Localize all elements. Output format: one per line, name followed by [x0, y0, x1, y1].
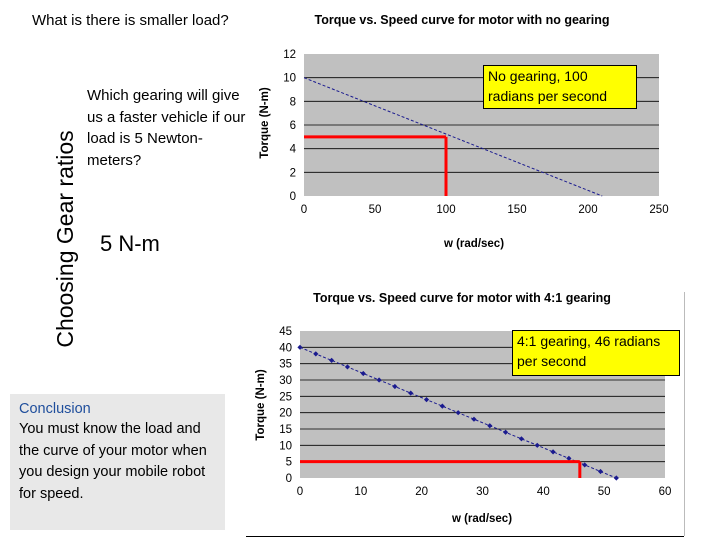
x-tick-label: 0	[301, 204, 307, 216]
gear-question: Which gearing will give us a faster vehi…	[87, 87, 246, 169]
y-tick-label: 10	[283, 73, 296, 85]
data-point	[376, 377, 382, 383]
conclusion-title: Conclusion	[19, 401, 91, 417]
y-axis-label: Torque (N-m)	[255, 369, 267, 441]
y-tick-label: 30	[279, 375, 292, 387]
data-point	[487, 423, 493, 429]
y-tick-label: 40	[279, 342, 292, 354]
chart-title: Torque vs. Speed curve for motor with 4:…	[313, 291, 611, 305]
y-tick-label: 35	[279, 359, 292, 371]
data-point	[613, 475, 619, 481]
y-axis-label: Torque (N-m)	[259, 87, 271, 159]
data-point	[518, 436, 525, 442]
y-tick-label: 12	[283, 49, 296, 61]
x-tick-label: 150	[507, 204, 526, 216]
top-question: What is there is smaller load?	[32, 12, 229, 29]
conclusion-text: You must know the load and the curve of …	[19, 421, 207, 502]
x-tick-label: 40	[537, 486, 550, 498]
y-tick-label: 2	[290, 167, 296, 179]
callout-no-gearing: No gearing, 100 radians per second	[483, 65, 637, 109]
y-tick-label: 25	[279, 391, 292, 403]
x-axis-label: w (rad/sec)	[443, 238, 504, 250]
data-point	[503, 429, 509, 435]
answer-text: 5 N-m	[100, 231, 160, 256]
data-point	[471, 416, 477, 422]
conclusion-box	[10, 394, 225, 530]
x-tick-label: 10	[354, 486, 367, 498]
series-line	[303, 77, 603, 197]
data-point	[582, 462, 588, 468]
data-point	[550, 449, 556, 455]
chart-no-gearing: Torque vs. Speed curve for motor with no…	[259, 13, 669, 250]
y-tick-label: 45	[279, 326, 292, 338]
data-point	[566, 455, 572, 461]
y-tick-label: 5	[286, 457, 292, 469]
data-point	[597, 468, 604, 475]
y-tick-label: 20	[279, 408, 292, 420]
data-point	[297, 344, 303, 350]
callout-4to1-gearing: 4:1 gearing, 46 radians per second	[512, 330, 680, 376]
x-tick-label: 0	[297, 486, 303, 498]
slide-title: Choosing Gear ratios	[52, 130, 78, 348]
x-tick-label: 50	[369, 204, 382, 216]
y-tick-label: 0	[290, 191, 296, 203]
y-tick-label: 4	[290, 144, 297, 156]
y-tick-label: 8	[290, 96, 296, 108]
x-tick-label: 30	[476, 486, 489, 498]
x-tick-label: 200	[578, 204, 597, 216]
divider	[684, 292, 685, 536]
y-tick-label: 15	[279, 424, 292, 436]
x-tick-label: 60	[659, 486, 672, 498]
y-tick-label: 6	[290, 120, 296, 132]
x-tick-label: 50	[598, 486, 611, 498]
chart-title: Torque vs. Speed curve for motor with no…	[315, 13, 610, 27]
data-point	[360, 370, 366, 377]
y-tick-label: 0	[286, 473, 292, 485]
x-axis-label: w (rad/sec)	[451, 513, 512, 525]
x-tick-label: 20	[415, 486, 428, 498]
y-tick-label: 10	[279, 440, 292, 452]
chart-4to1-gearing: Torque vs. Speed curve for motor with 4:…	[255, 291, 672, 525]
x-tick-label: 100	[436, 204, 455, 216]
divider	[246, 536, 684, 537]
x-tick-label: 250	[649, 204, 668, 216]
